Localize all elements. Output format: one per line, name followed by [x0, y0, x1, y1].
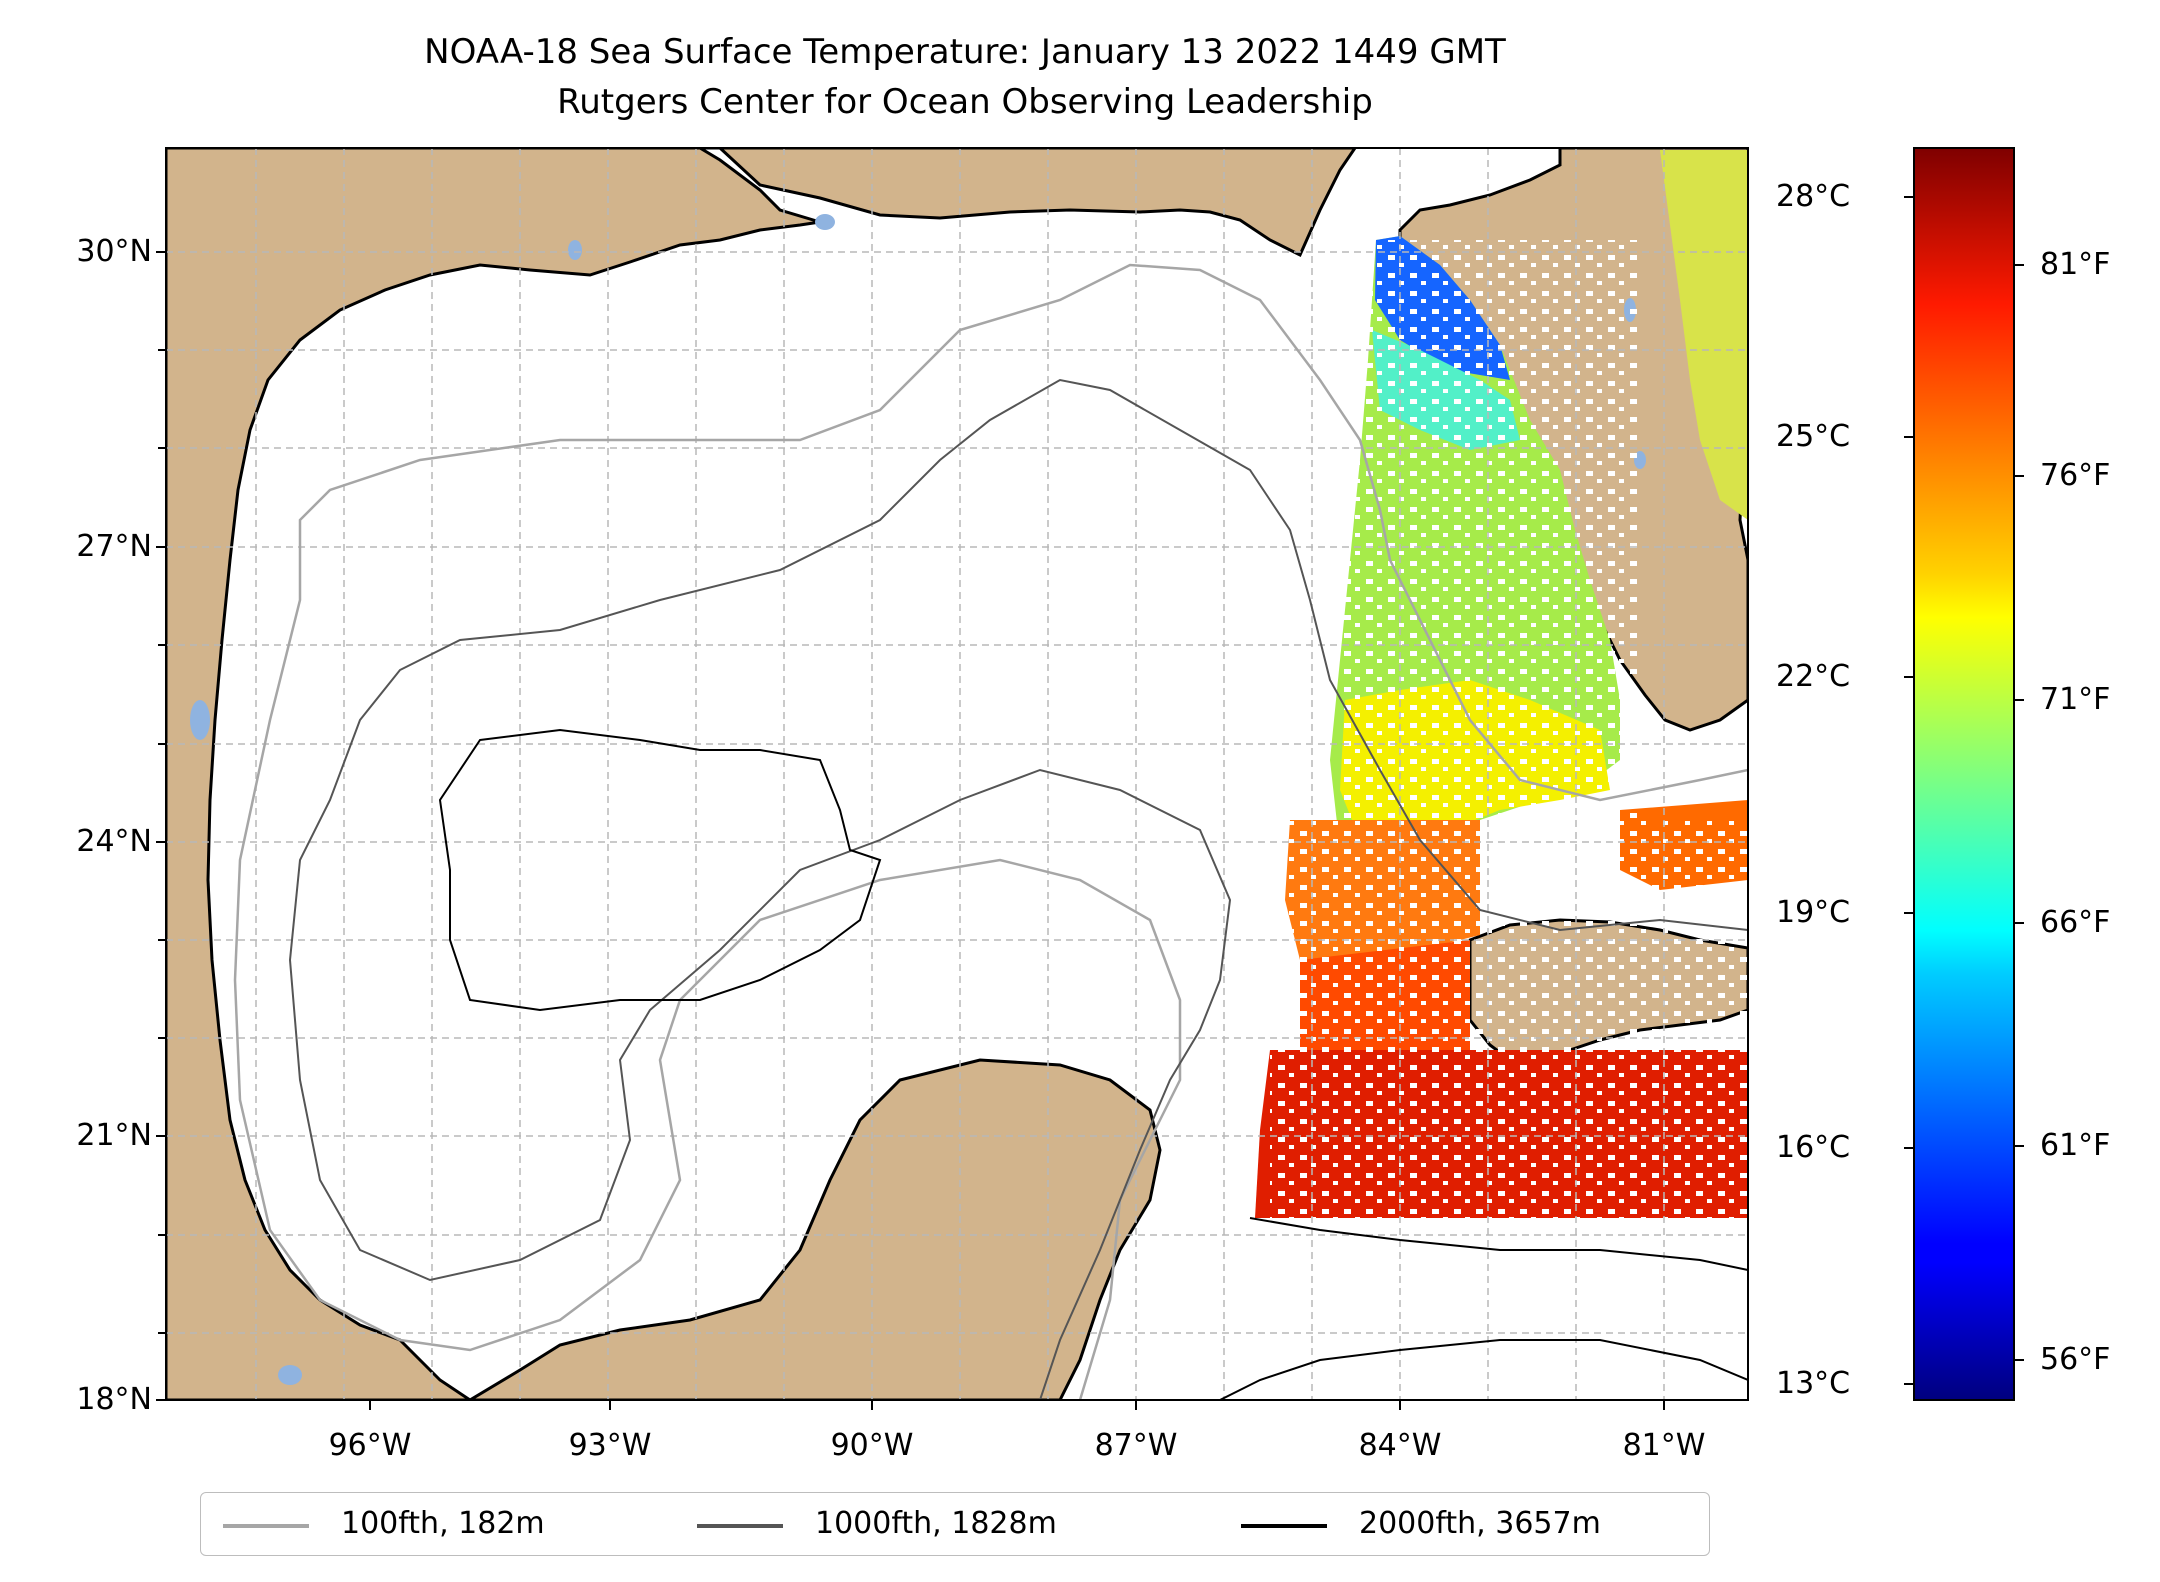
chart-title: NOAA-18 Sea Surface Temperature: January… — [424, 32, 1506, 72]
lon-label-84w: 84°W — [1358, 1428, 1442, 1463]
colorbar-celsius-16: 16°C — [1776, 1130, 1851, 1165]
colorbar-fahrenheit-76: 76°F — [2040, 458, 2111, 493]
legend-label-1000fth: 1000fth, 1828m — [815, 1506, 1057, 1541]
map-frame — [165, 147, 1749, 1401]
colorbar-fahrenheit-56: 56°F — [2040, 1342, 2111, 1377]
isobath-legend: 100fth, 182m 1000fth, 1828m 2000fth, 365… — [200, 1492, 1710, 1556]
colorbar-celsius-25: 25°C — [1776, 419, 1851, 454]
isobath-2000fth — [438, 728, 1748, 1400]
colorbar-celsius-22: 22°C — [1776, 659, 1851, 694]
colorbar-fahrenheit-71: 71°F — [2040, 682, 2111, 717]
lat-label-24n: 24°N — [76, 824, 152, 859]
colorbar-fahrenheit-61: 61°F — [2040, 1128, 2111, 1163]
sst-florida-east — [1660, 150, 1748, 520]
isobath-100fth — [233, 263, 1748, 1400]
legend-line-100fth — [223, 1524, 309, 1528]
legend-label-2000fth: 2000fth, 3657m — [1359, 1506, 1601, 1541]
chart-subtitle: Rutgers Center for Ocean Observing Leade… — [557, 82, 1373, 122]
legend-line-2000fth — [1241, 1524, 1327, 1528]
colorbar-ticks — [1904, 196, 2024, 1385]
lat-label-30n: 30°N — [76, 234, 152, 269]
yucatan-peninsula — [467, 1058, 1162, 1400]
lat-label-21n: 21°N — [76, 1118, 152, 1153]
isobath-1000fth — [288, 378, 1748, 1400]
sst-swath — [1255, 150, 1748, 1220]
isobaths — [233, 263, 1748, 1400]
lon-label-93w: 93°W — [568, 1428, 652, 1463]
lat-label-18n: 18°N — [76, 1382, 152, 1417]
lon-label-87w: 87°W — [1094, 1428, 1178, 1463]
gridlines — [166, 148, 1748, 1400]
lat-label-27n: 27°N — [76, 529, 152, 564]
us-mexico-west-coast — [166, 148, 1357, 1400]
colorbar-fahrenheit-66: 66°F — [2040, 905, 2111, 940]
colorbar-celsius-28: 28°C — [1776, 179, 1851, 214]
lon-label-96w: 96°W — [328, 1428, 412, 1463]
colorbar — [1913, 147, 2015, 1401]
legend-label-100fth: 100fth, 182m — [341, 1506, 545, 1541]
axis-ticks — [156, 251, 1665, 1410]
colorbar-fahrenheit-81: 81°F — [2040, 247, 2111, 282]
lon-label-81w: 81°W — [1622, 1428, 1706, 1463]
lon-label-90w: 90°W — [830, 1428, 914, 1463]
legend-line-1000fth — [697, 1524, 783, 1528]
colorbar-celsius-13: 13°C — [1776, 1366, 1851, 1401]
colorbar-celsius-19: 19°C — [1776, 895, 1851, 930]
